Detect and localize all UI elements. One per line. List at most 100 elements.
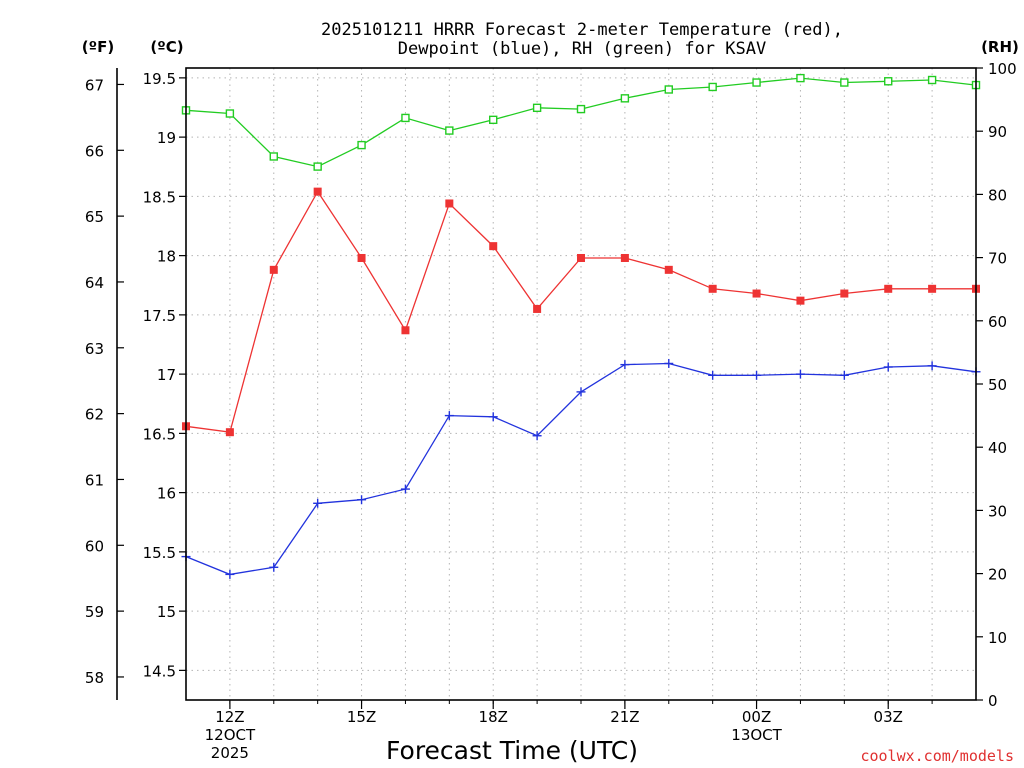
x-tick-label: 15Z	[347, 708, 376, 726]
celsius-tick-label: 16	[157, 485, 176, 503]
rh-point	[752, 78, 761, 87]
rh-point	[357, 140, 366, 150]
x-axis-label: Forecast Time (UTC)	[386, 736, 638, 765]
rh-point	[840, 78, 849, 87]
2-meter-temperature-point	[884, 284, 893, 293]
rh-point	[664, 85, 673, 94]
celsius-tick-label: 19	[157, 129, 176, 147]
fahrenheit-tick-label: 60	[85, 537, 104, 555]
rh-tick-label: 40	[988, 439, 1007, 457]
rh-tick-label: 100	[988, 60, 1017, 78]
celsius-tick-label: 15.5	[143, 544, 176, 562]
rh-point	[489, 115, 498, 125]
fahrenheit-tick-label: 58	[85, 669, 104, 687]
2-meter-temperature-point	[752, 289, 761, 298]
x-tick-label: 12Z	[215, 708, 244, 726]
x-tick-label: 18Z	[479, 708, 508, 726]
2-meter-temperature-point	[664, 265, 673, 274]
dewpoint-point	[313, 498, 323, 508]
fahrenheit-tick-label: 66	[85, 142, 104, 160]
rh-point	[269, 152, 278, 161]
fahrenheit-tick-label: 67	[85, 76, 104, 94]
dewpoint-point	[752, 370, 762, 380]
chart-title-line-1: 2025101211 HRRR Forecast 2-meter Tempera…	[321, 20, 843, 40]
rh-point	[927, 75, 937, 85]
rh-point	[796, 73, 805, 83]
fahrenheit-tick-label: 63	[85, 340, 104, 358]
celsius-tick-label: 18.5	[143, 188, 176, 206]
rh-tick-label: 10	[988, 629, 1007, 647]
fahrenheit-unit-label: (ºF)	[82, 38, 114, 56]
dewpoint-point	[883, 362, 893, 372]
grid	[186, 68, 976, 700]
rh-tick-label: 0	[988, 692, 998, 710]
celsius-tick-label: 17	[157, 366, 176, 384]
celsius-tick-label: 19.5	[143, 70, 176, 88]
rh-tick-label: 30	[988, 502, 1007, 520]
dewpoint-point	[708, 370, 718, 380]
dewpoint-point	[839, 370, 849, 380]
rh-tick-label: 50	[988, 376, 1007, 394]
2-meter-temperature-point	[796, 296, 805, 305]
2-meter-temperature-point	[269, 265, 278, 274]
dewpoint-point	[444, 411, 454, 421]
dewpoint-point	[400, 484, 410, 494]
2-meter-temperature-point	[225, 428, 234, 437]
rh-point	[401, 113, 410, 123]
fahrenheit-tick-label: 64	[85, 274, 104, 292]
2-meter-temperature-point	[928, 284, 937, 293]
fahrenheit-tick-label: 61	[85, 471, 104, 489]
rh-tick-label: 80	[988, 186, 1007, 204]
dewpoint-point	[620, 360, 630, 370]
rh-point	[884, 77, 893, 86]
dewpoint-point	[532, 431, 542, 441]
2-meter-temperature-point	[533, 304, 542, 313]
credit-text: coolwx.com/models	[860, 747, 1014, 765]
dewpoint-point	[269, 562, 279, 572]
x-tick-label: 2025	[211, 744, 249, 762]
dewpoint-point	[795, 369, 805, 379]
rh-tick-label: 90	[988, 123, 1007, 141]
dewpoint-point	[576, 387, 586, 397]
celsius-tick-label: 18	[157, 248, 176, 266]
celsius-tick-label: 17.5	[143, 307, 176, 325]
rh-tick-label: 70	[988, 250, 1007, 268]
2-meter-temperature-point	[620, 253, 629, 262]
ticks: 14.5 15 15.5 16 16.5 17 17.5 18 18.5 19 19.5 58 59 60…	[85, 60, 1017, 762]
rh-point	[225, 109, 235, 118]
2-meter-temperature-point	[708, 284, 717, 293]
rh-point	[576, 104, 586, 114]
chart-title-line-2: Dewpoint (blue), RH (green) for KSAV	[398, 39, 766, 59]
rh-unit-label: (RH)	[981, 38, 1019, 56]
rh-tick-label: 20	[988, 566, 1007, 584]
2-meter-temperature-point	[445, 199, 454, 208]
celsius-tick-label: 14.5	[143, 662, 176, 680]
celsius-tick-label: 16.5	[143, 425, 176, 443]
rh-point	[708, 82, 717, 92]
2-meter-temperature-point	[840, 289, 849, 298]
x-tick-label: 21Z	[610, 708, 639, 726]
fahrenheit-tick-label: 62	[85, 406, 104, 424]
x-tick-label: 13OCT	[731, 726, 782, 744]
2-meter-temperature-point	[577, 253, 585, 262]
x-tick-label: 03Z	[874, 708, 903, 726]
2-meter-temperature-point	[313, 187, 322, 196]
dewpoint-point	[357, 495, 367, 505]
dewpoint-point	[225, 569, 235, 579]
fahrenheit-tick-label: 65	[85, 208, 104, 226]
rh-point	[532, 103, 542, 113]
2-meter-temperature-point	[489, 242, 498, 251]
celsius-tick-label: 15	[157, 603, 176, 621]
rh-tick-label: 60	[988, 313, 1007, 331]
x-tick-label: 12OCT	[205, 726, 256, 744]
rh-point	[313, 162, 322, 171]
x-tick-label: 00Z	[742, 708, 771, 726]
fahrenheit-tick-label: 59	[85, 603, 104, 621]
series-group	[181, 73, 981, 579]
dewpoint-point	[664, 358, 674, 368]
dewpoint-point	[488, 412, 498, 422]
rh-point	[445, 126, 454, 135]
dewpoint-point	[927, 361, 937, 371]
2-meter-temperature-point	[357, 253, 366, 262]
